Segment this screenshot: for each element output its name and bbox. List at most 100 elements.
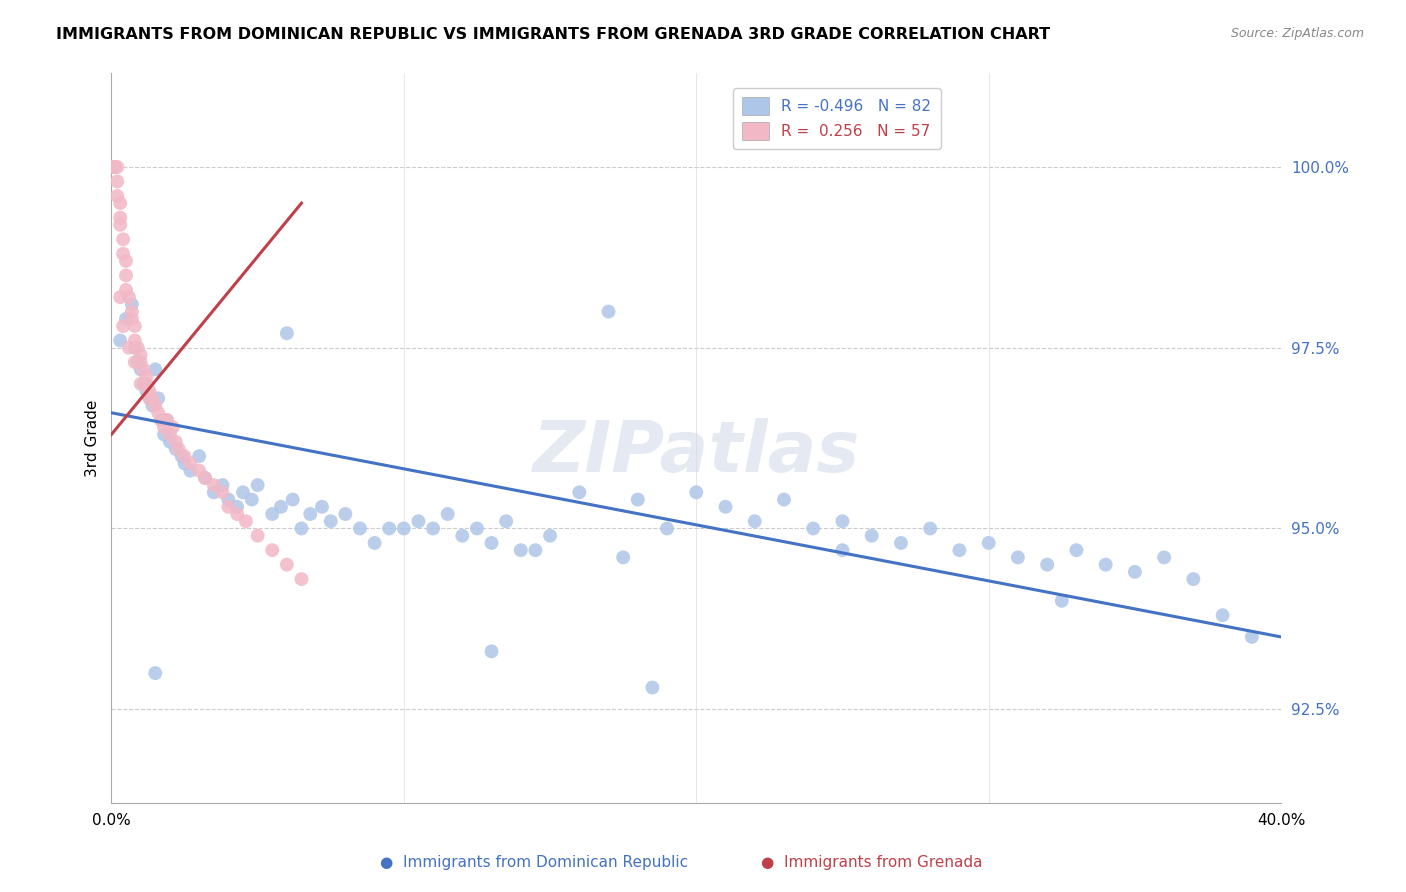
Point bbox=[270, 500, 292, 514]
Point bbox=[831, 543, 853, 558]
Point bbox=[103, 160, 125, 174]
Point bbox=[103, 160, 125, 174]
Point bbox=[108, 196, 131, 211]
Point bbox=[165, 434, 187, 449]
Point bbox=[143, 399, 166, 413]
Point bbox=[105, 174, 128, 188]
Point bbox=[246, 529, 269, 543]
Point bbox=[162, 420, 184, 434]
Text: ●  Immigrants from Dominican Republic: ● Immigrants from Dominican Republic bbox=[380, 855, 689, 870]
Point bbox=[138, 392, 160, 406]
Point bbox=[153, 413, 176, 427]
Point bbox=[948, 543, 970, 558]
Point bbox=[311, 500, 333, 514]
Point bbox=[627, 492, 650, 507]
Point bbox=[281, 492, 304, 507]
Point bbox=[211, 485, 233, 500]
Point bbox=[170, 449, 193, 463]
Point bbox=[179, 464, 201, 478]
Point bbox=[112, 319, 135, 334]
Point bbox=[194, 471, 217, 485]
Point bbox=[1036, 558, 1059, 572]
Point bbox=[148, 406, 170, 420]
Point bbox=[138, 384, 160, 398]
Point bbox=[481, 644, 503, 658]
Point bbox=[655, 521, 678, 535]
Point bbox=[226, 500, 249, 514]
Point bbox=[150, 413, 173, 427]
Point bbox=[211, 478, 233, 492]
Point bbox=[422, 521, 444, 535]
Point bbox=[538, 529, 561, 543]
Point bbox=[129, 376, 152, 391]
Point bbox=[135, 369, 157, 384]
Point bbox=[349, 521, 371, 535]
Point bbox=[105, 160, 128, 174]
Point bbox=[495, 514, 517, 528]
Point bbox=[1153, 550, 1175, 565]
Point bbox=[598, 304, 620, 318]
Point bbox=[115, 311, 138, 326]
Point bbox=[121, 304, 143, 318]
Point bbox=[920, 521, 942, 535]
Point bbox=[202, 485, 225, 500]
Point bbox=[1050, 594, 1073, 608]
Point bbox=[124, 355, 146, 369]
Point bbox=[143, 666, 166, 681]
Point bbox=[226, 507, 249, 521]
Point bbox=[135, 376, 157, 391]
Point bbox=[188, 449, 211, 463]
Point bbox=[141, 399, 163, 413]
Point bbox=[118, 290, 141, 304]
Point bbox=[262, 543, 284, 558]
Legend: R = -0.496   N = 82, R =  0.256   N = 57: R = -0.496 N = 82, R = 0.256 N = 57 bbox=[733, 88, 941, 149]
Point bbox=[509, 543, 531, 558]
Point bbox=[363, 536, 385, 550]
Point bbox=[773, 492, 796, 507]
Point bbox=[335, 507, 357, 521]
Point bbox=[1212, 608, 1234, 623]
Point bbox=[612, 550, 634, 565]
Point bbox=[115, 283, 138, 297]
Point bbox=[159, 427, 181, 442]
Point bbox=[714, 500, 737, 514]
Point bbox=[232, 485, 254, 500]
Point bbox=[165, 442, 187, 456]
Point bbox=[290, 572, 312, 586]
Point bbox=[217, 492, 239, 507]
Point bbox=[408, 514, 430, 528]
Point bbox=[148, 392, 170, 406]
Point bbox=[1066, 543, 1088, 558]
Point bbox=[568, 485, 591, 500]
Point bbox=[276, 326, 298, 341]
Point bbox=[290, 521, 312, 535]
Point bbox=[276, 558, 298, 572]
Point bbox=[1094, 558, 1116, 572]
Point bbox=[159, 434, 181, 449]
Point bbox=[153, 427, 176, 442]
Point bbox=[132, 376, 155, 391]
Point bbox=[118, 341, 141, 355]
Point bbox=[860, 529, 883, 543]
Point bbox=[129, 348, 152, 362]
Point bbox=[173, 457, 195, 471]
Point bbox=[108, 211, 131, 225]
Point bbox=[127, 341, 149, 355]
Point bbox=[831, 514, 853, 528]
Point bbox=[744, 514, 766, 528]
Point bbox=[127, 355, 149, 369]
Point bbox=[112, 246, 135, 260]
Point bbox=[465, 521, 488, 535]
Point bbox=[217, 500, 239, 514]
Point bbox=[156, 413, 179, 427]
Point bbox=[108, 290, 131, 304]
Point bbox=[105, 189, 128, 203]
Point bbox=[124, 319, 146, 334]
Y-axis label: 3rd Grade: 3rd Grade bbox=[86, 400, 100, 477]
Point bbox=[173, 449, 195, 463]
Text: Source: ZipAtlas.com: Source: ZipAtlas.com bbox=[1230, 27, 1364, 40]
Point bbox=[202, 478, 225, 492]
Point bbox=[299, 507, 322, 521]
Point bbox=[977, 536, 1000, 550]
Point bbox=[1007, 550, 1029, 565]
